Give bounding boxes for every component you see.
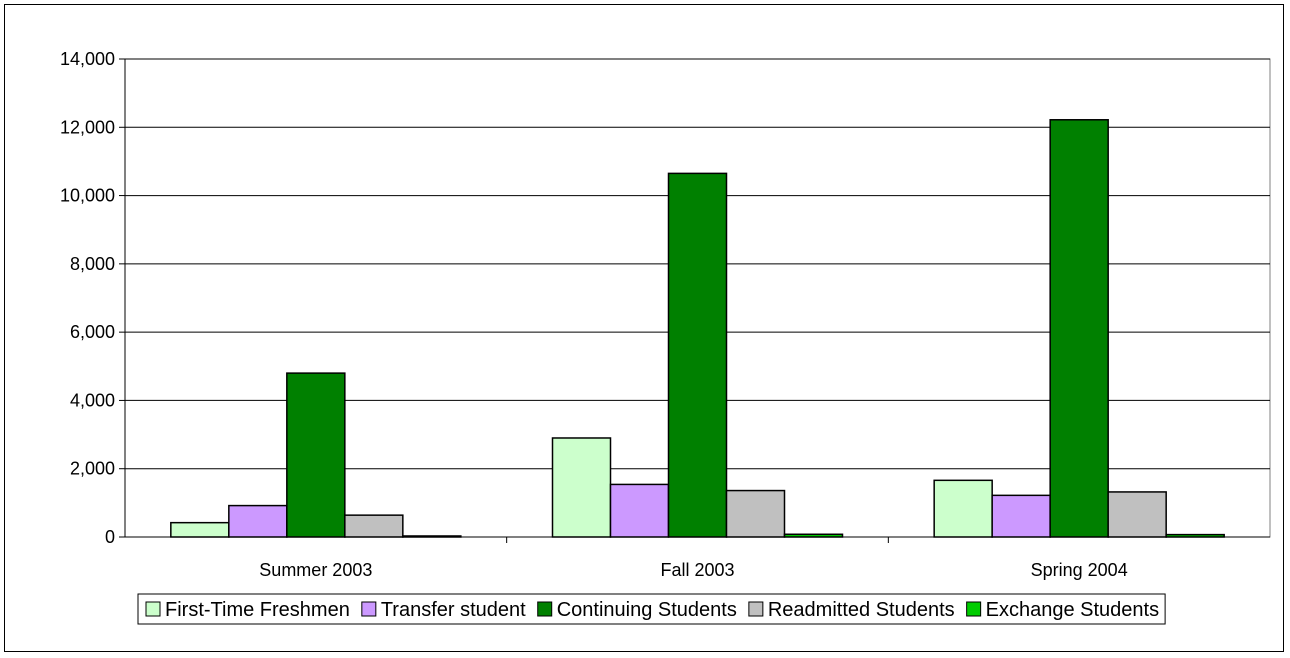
bar <box>286 372 346 538</box>
legend-swatch <box>966 601 982 617</box>
legend-label: Exchange Students <box>986 599 1159 621</box>
y-tick-label: 14,000 <box>60 49 115 69</box>
y-tick-label: 2,000 <box>70 459 115 479</box>
legend-swatch <box>145 601 161 617</box>
legend-swatch <box>361 601 377 617</box>
y-tick-label: 6,000 <box>70 322 115 342</box>
legend-label: Continuing Students <box>557 599 737 621</box>
bar <box>1107 491 1167 538</box>
bar <box>1165 533 1225 538</box>
y-tick-label: 4,000 <box>70 390 115 410</box>
bar <box>228 504 288 538</box>
legend-swatch <box>537 601 553 617</box>
bar <box>609 483 670 538</box>
bar <box>344 514 404 538</box>
bar <box>402 535 462 538</box>
bar <box>933 479 993 538</box>
y-tick-label: 12,000 <box>60 117 115 137</box>
legend-label: Transfer student <box>381 599 526 621</box>
bar <box>551 437 612 538</box>
x-tick-label: Fall 2003 <box>660 560 734 580</box>
bar <box>991 494 1051 538</box>
y-tick-label: 10,000 <box>60 186 115 206</box>
legend-label: Readmitted Students <box>768 599 955 621</box>
y-tick-label: 0 <box>105 527 115 547</box>
x-tick-label: Summer 2003 <box>259 560 372 580</box>
bar <box>725 489 786 538</box>
bar <box>783 533 844 538</box>
y-tick-label: 8,000 <box>70 254 115 274</box>
bar-chart: 0 2,000 4,000 6,000 8,000 10,000 12,000 14,000 S… <box>60 49 1271 625</box>
legend-swatch <box>748 601 764 617</box>
legend-box <box>137 593 1166 625</box>
x-tick-label: Spring 2004 <box>1031 560 1128 580</box>
legend-label: First-Time Freshmen <box>165 599 350 621</box>
bar <box>1049 119 1109 538</box>
chart-frame: 0 2,000 4,000 6,000 8,000 10,000 12,000 14,000 S… <box>4 4 1284 652</box>
bar <box>667 172 728 538</box>
bar <box>170 521 230 538</box>
